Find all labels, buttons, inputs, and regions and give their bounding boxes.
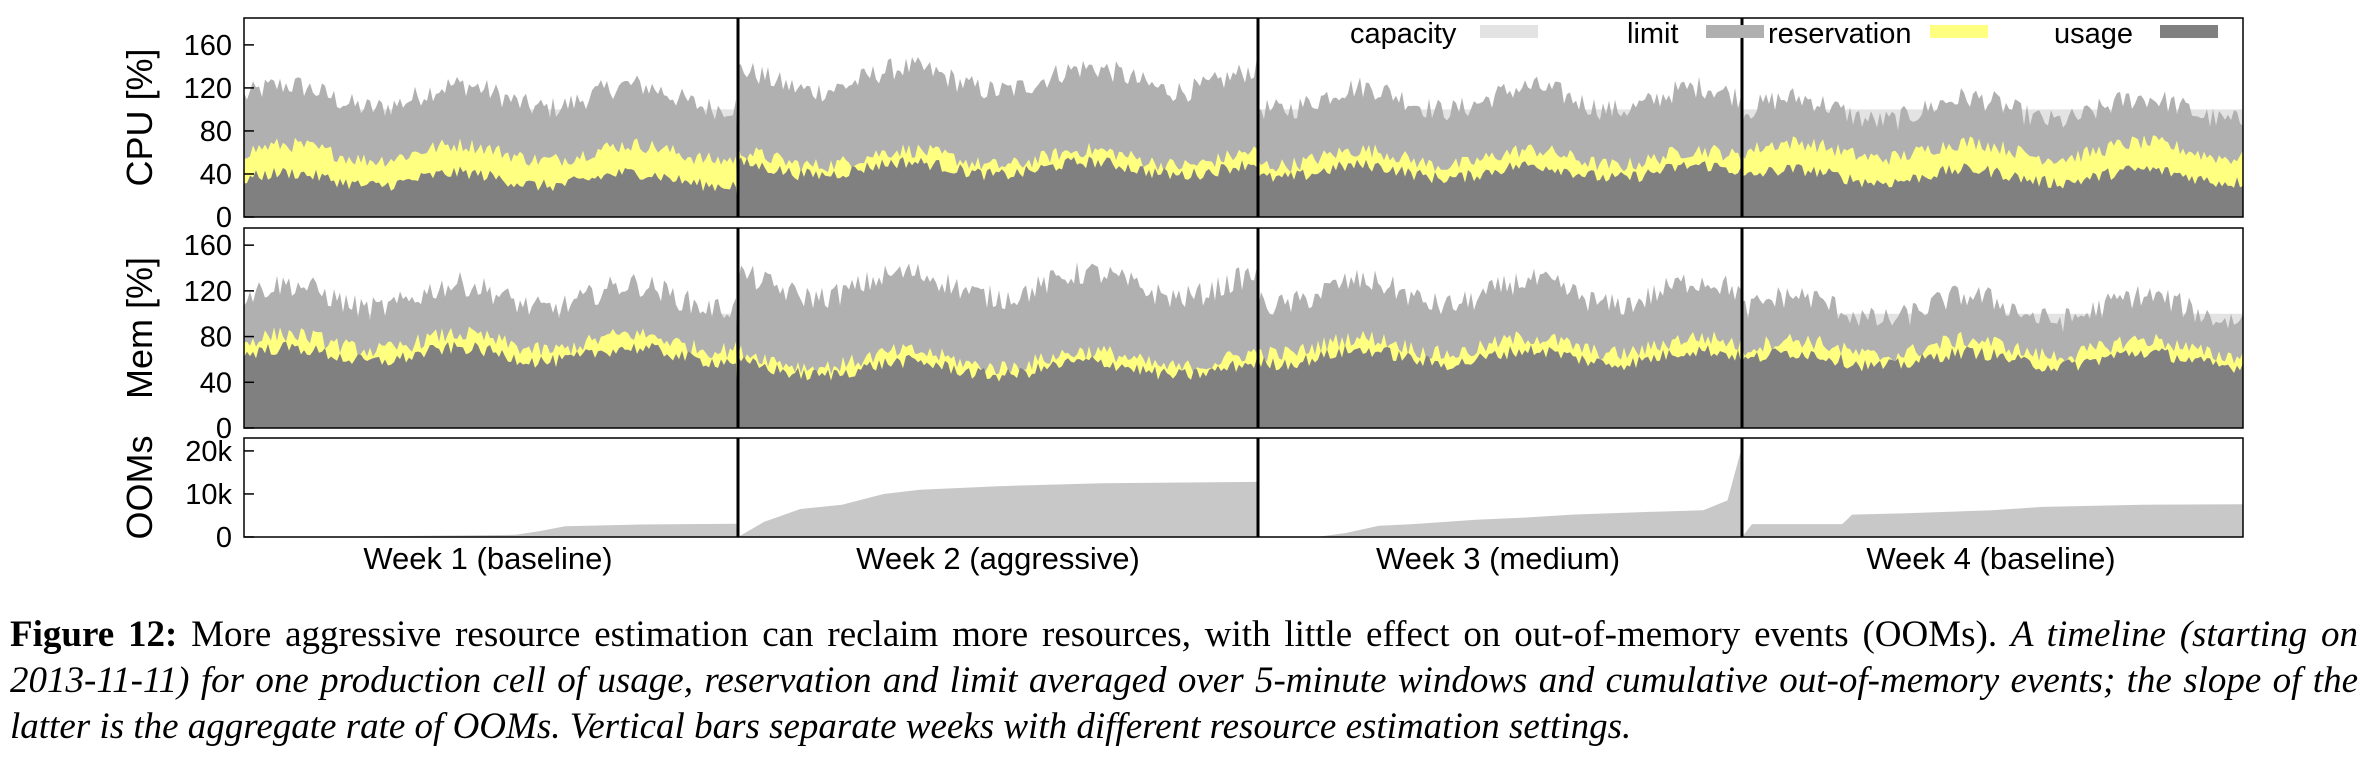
oom-ytick-label-1: 10k bbox=[185, 479, 232, 511]
cpu-ytick-label-3: 120 bbox=[184, 73, 232, 105]
caption-label: Figure 12: bbox=[10, 614, 178, 655]
cpu-ytick-label-4: 160 bbox=[184, 30, 232, 62]
x-label-week-1: Week 1 (baseline) bbox=[363, 541, 612, 576]
oom-cumulative-area-week-1 bbox=[244, 523, 738, 537]
cpu-usage-area-week-1 bbox=[244, 166, 738, 217]
cpu-usage-area-week-2 bbox=[738, 156, 1258, 217]
legend-capacity-label: capacity bbox=[1350, 18, 1457, 50]
mem-plot-frame bbox=[243, 227, 2244, 429]
oom-cumulative-area-week-3 bbox=[1258, 446, 1742, 537]
mem-usage-area-week-1 bbox=[244, 341, 738, 428]
mem-usage-area-week-4 bbox=[1742, 346, 2243, 428]
x-label-week-2: Week 2 (aggressive) bbox=[856, 541, 1140, 576]
legend: capacity limit reservation usage bbox=[1350, 18, 2218, 50]
mem-ytick-label-1: 40 bbox=[200, 367, 232, 399]
cpu-usage-area-week-3 bbox=[1258, 159, 1742, 217]
legend-usage-swatch bbox=[2160, 25, 2218, 38]
cpu-y-axis-label: CPU [%] bbox=[119, 48, 160, 186]
figure-caption: Figure 12: More aggressive resource esti… bbox=[10, 612, 2358, 750]
legend-limit-label: limit bbox=[1627, 18, 1679, 50]
oom-plot-frame bbox=[243, 437, 2244, 538]
cpu-ytick-label-1: 40 bbox=[200, 159, 232, 191]
oom-cumulative-area-week-4 bbox=[1742, 504, 2243, 537]
cpu-usage-area-week-4 bbox=[1742, 163, 2243, 217]
mem-ytick-label-2: 80 bbox=[200, 322, 232, 354]
cpu-panel: 0 40 80 120 160 CPU [%] bbox=[119, 17, 2244, 234]
legend-reservation-label: reservation bbox=[1768, 18, 1911, 50]
legend-capacity-swatch bbox=[1480, 25, 1538, 38]
caption-text: More aggressive resource estimation can … bbox=[177, 614, 2011, 655]
oom-ytick-label-0: 0 bbox=[216, 522, 232, 554]
x-label-week-3: Week 3 (medium) bbox=[1376, 541, 1620, 576]
mem-usage-area-week-3 bbox=[1258, 344, 1742, 428]
cpu-ytick-label-0: 0 bbox=[216, 202, 232, 234]
mem-y-axis-label: Mem [%] bbox=[119, 257, 160, 399]
mem-ytick-label-3: 120 bbox=[184, 276, 232, 308]
figure-chart: 0 40 80 120 160 CPU [%] 0 40 80 120 160 Mem [%] 0 1… bbox=[119, 17, 2244, 576]
legend-limit-swatch bbox=[1706, 25, 1764, 38]
oom-y-axis-label: OOMs bbox=[119, 436, 160, 540]
legend-reservation-swatch bbox=[1930, 25, 1988, 38]
oom-panel: 0 10k 20k OOMs bbox=[119, 436, 2244, 554]
cpu-ytick-label-2: 80 bbox=[200, 116, 232, 148]
mem-ytick-label-0: 0 bbox=[216, 413, 232, 445]
mem-usage-area-week-2 bbox=[738, 354, 1258, 428]
x-label-week-4: Week 4 (baseline) bbox=[1866, 541, 2115, 576]
mem-ytick-label-4: 160 bbox=[184, 230, 232, 262]
x-axis-labels: Week 1 (baseline) Week 2 (aggressive) We… bbox=[363, 541, 2115, 576]
oom-ytick-label-2: 20k bbox=[185, 436, 232, 468]
cpu-plot-frame bbox=[243, 17, 2244, 218]
legend-usage-label: usage bbox=[2054, 18, 2133, 50]
oom-cumulative-area-week-2 bbox=[738, 481, 1258, 537]
caption-italic-text: A timeline (starting on 2013-11-11) for … bbox=[10, 614, 2358, 747]
mem-panel: 0 40 80 120 160 Mem [%] bbox=[119, 227, 2244, 445]
